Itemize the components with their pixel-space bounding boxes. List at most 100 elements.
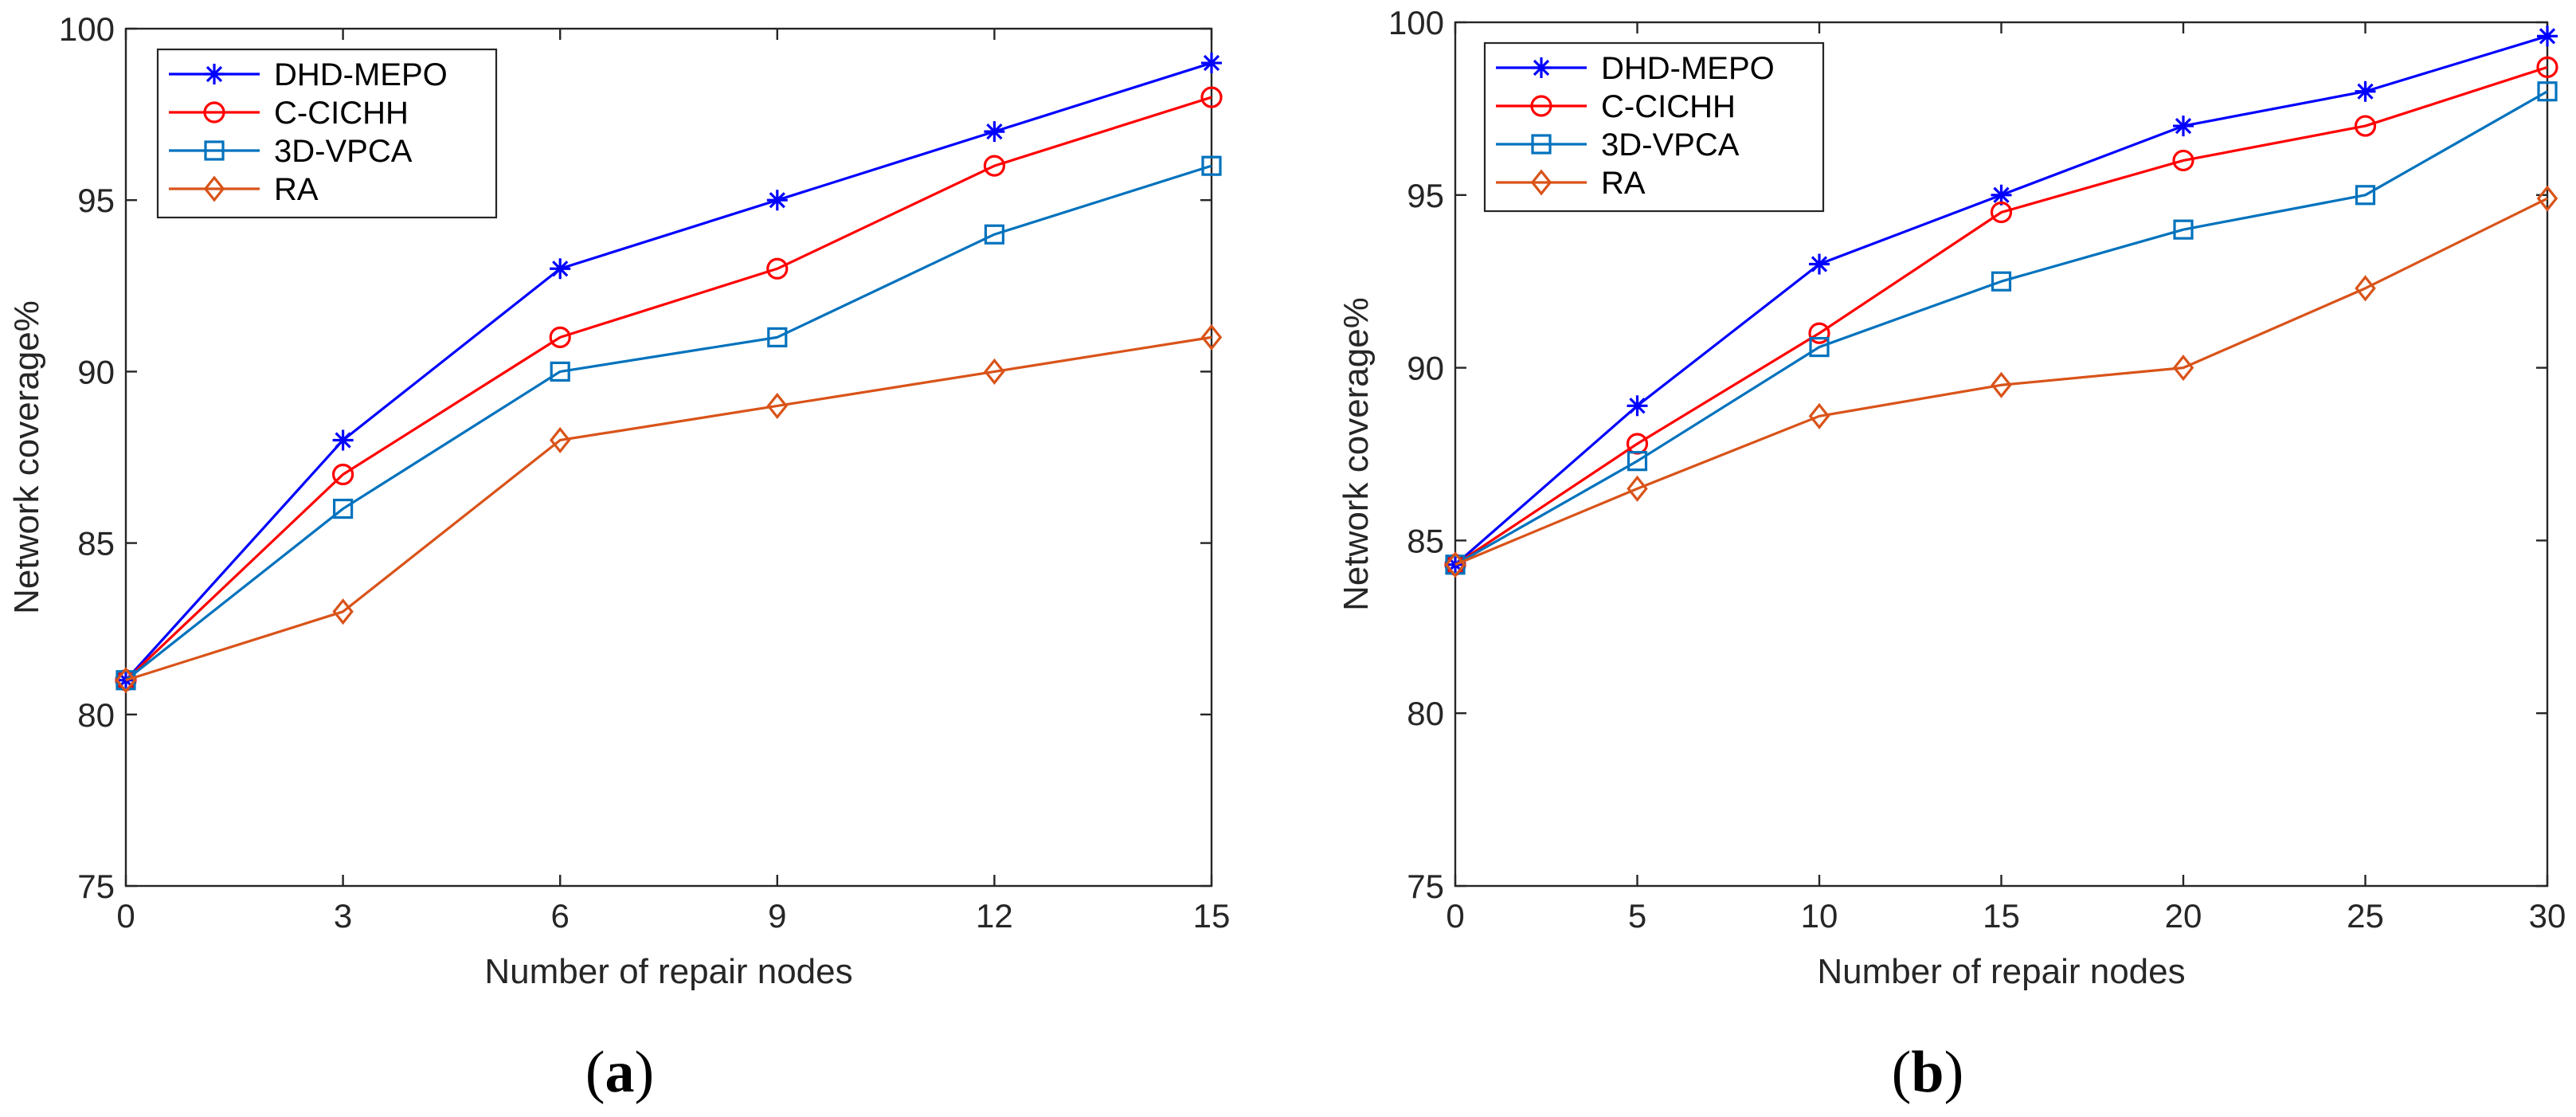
legend-marker-circle [1530,95,1552,117]
data-point-diamond [332,598,354,625]
data-point-square [1201,155,1222,176]
legend-entry-c-cichh: C-CICHH [169,96,409,131]
caption-open-paren: ( [1892,1040,1912,1105]
data-point-diamond [115,667,137,694]
data-point-circle [2354,115,2377,137]
data-point-square [1809,336,1830,358]
data-point-square [2173,219,2194,240]
data-point-diamond [2172,355,2194,382]
data-point-circle [1990,201,2013,224]
series-ra [115,323,1223,694]
data-point-square [2355,185,2376,206]
legend-label: DHD-MEPO [274,57,448,92]
caption-letter: a [605,1040,635,1105]
legend-marker-square [204,140,225,161]
series-line [1454,65,2548,566]
x-axis-label: Number of repair nodes [484,952,852,991]
data-point-diamond [2536,185,2558,212]
x-tick-label: 15 [1193,897,1231,935]
data-point-asterisk [1201,53,1222,74]
chart-panel-a: 0 3 6 9 12 15 75 80 85 90 95 100 Number of repair no… [7,10,1230,1105]
data-point-square [767,327,788,347]
data-point-diamond [1444,551,1466,578]
legend-label: C-CICHH [1601,89,1736,124]
x-tick-label: 5 [1628,897,1646,935]
legend-marker-asterisk [204,64,225,84]
data-point-circle [2172,149,2194,172]
legend-entry-3d-vpca: 3D-VPCA [169,134,413,169]
data-point-circle [1808,322,1830,344]
data-point-asterisk [550,258,571,280]
series-line [125,335,1212,682]
data-point-asterisk [766,190,788,211]
y-axis-label: Network coverage% [7,300,46,614]
data-point-asterisk [2537,25,2558,47]
x-tick-label: 20 [2165,897,2202,935]
y-tick-label: 100 [1388,4,1444,41]
legend-entry-dhd-mepo: DHD-MEPO [1496,51,1775,86]
caption-letter: b [1911,1040,1944,1105]
x-tick-label: 9 [768,897,786,935]
x-tick-label: 25 [2347,897,2384,935]
series-line [1454,197,2548,566]
legend-entry-dhd-mepo: DHD-MEPO [169,57,448,92]
data-point-square [984,224,1005,245]
data-point-diamond [1200,323,1223,351]
series-line [124,96,1212,681]
data-point-asterisk [1627,395,1648,417]
data-point-diamond [1808,402,1830,429]
data-point-diamond [549,426,571,454]
data-point-circle [983,155,1006,177]
panel-caption: (a) [585,1040,654,1105]
series-c-cichh [1444,56,2558,576]
legend-label: DHD-MEPO [1601,51,1775,86]
data-point-asterisk [2355,80,2376,102]
x-axis-label: Number of repair nodes [1817,952,2185,991]
legend-label: RA [1601,166,1646,201]
data-point-diamond [1627,475,1648,502]
chart-panel-b: 0 5 10 15 20 25 30 75 80 85 90 95 100 Number of repai… [1337,4,2566,1105]
series-ra [1444,185,2558,578]
data-point-diamond [1991,371,2012,398]
y-tick-label: 80 [1407,695,1444,732]
data-point-diamond [766,392,789,420]
series-line [125,164,1212,682]
y-tick-label: 85 [77,525,115,562]
legend-marker-diamond [1530,169,1552,196]
data-point-diamond [984,358,1005,385]
data-point-asterisk [1809,253,1830,275]
x-tick-label: 10 [1801,897,1838,935]
x-tick-label: 30 [2529,897,2566,935]
data-point-circle [332,463,354,486]
data-point-square [333,498,354,519]
x-tick-label: 6 [551,897,570,935]
legend-entry-c-cichh: C-CICHH [1496,89,1736,124]
data-point-square [550,361,570,382]
caption-close-paren: ) [1944,1040,1964,1105]
legend-entry-ra: RA [1496,166,1646,201]
x-tick-label: 15 [1983,897,2020,935]
y-tick-label: 85 [1407,522,1444,559]
x-tick-label: 0 [116,897,135,935]
caption-close-paren: ) [635,1040,655,1105]
y-tick-label: 100 [59,10,115,48]
x-tick-label: 12 [976,897,1013,935]
y-axis-label: Network coverage% [1337,297,1376,611]
legend-marker-diamond [203,175,225,202]
data-point-asterisk [332,429,354,451]
y-tick-label: 75 [1407,868,1444,905]
series-line [124,61,1212,681]
panel-caption: (b) [1892,1040,1963,1105]
data-point-circle [2536,56,2558,78]
data-point-square [2537,81,2558,102]
legend-label: C-CICHH [274,96,409,131]
data-point-asterisk [984,121,1005,143]
x-tick-label: 0 [1446,897,1464,935]
data-point-circle [549,326,571,348]
legend-marker-square [1531,134,1552,155]
legend-entry-ra: RA [169,172,319,207]
y-tick-label: 80 [77,696,115,734]
